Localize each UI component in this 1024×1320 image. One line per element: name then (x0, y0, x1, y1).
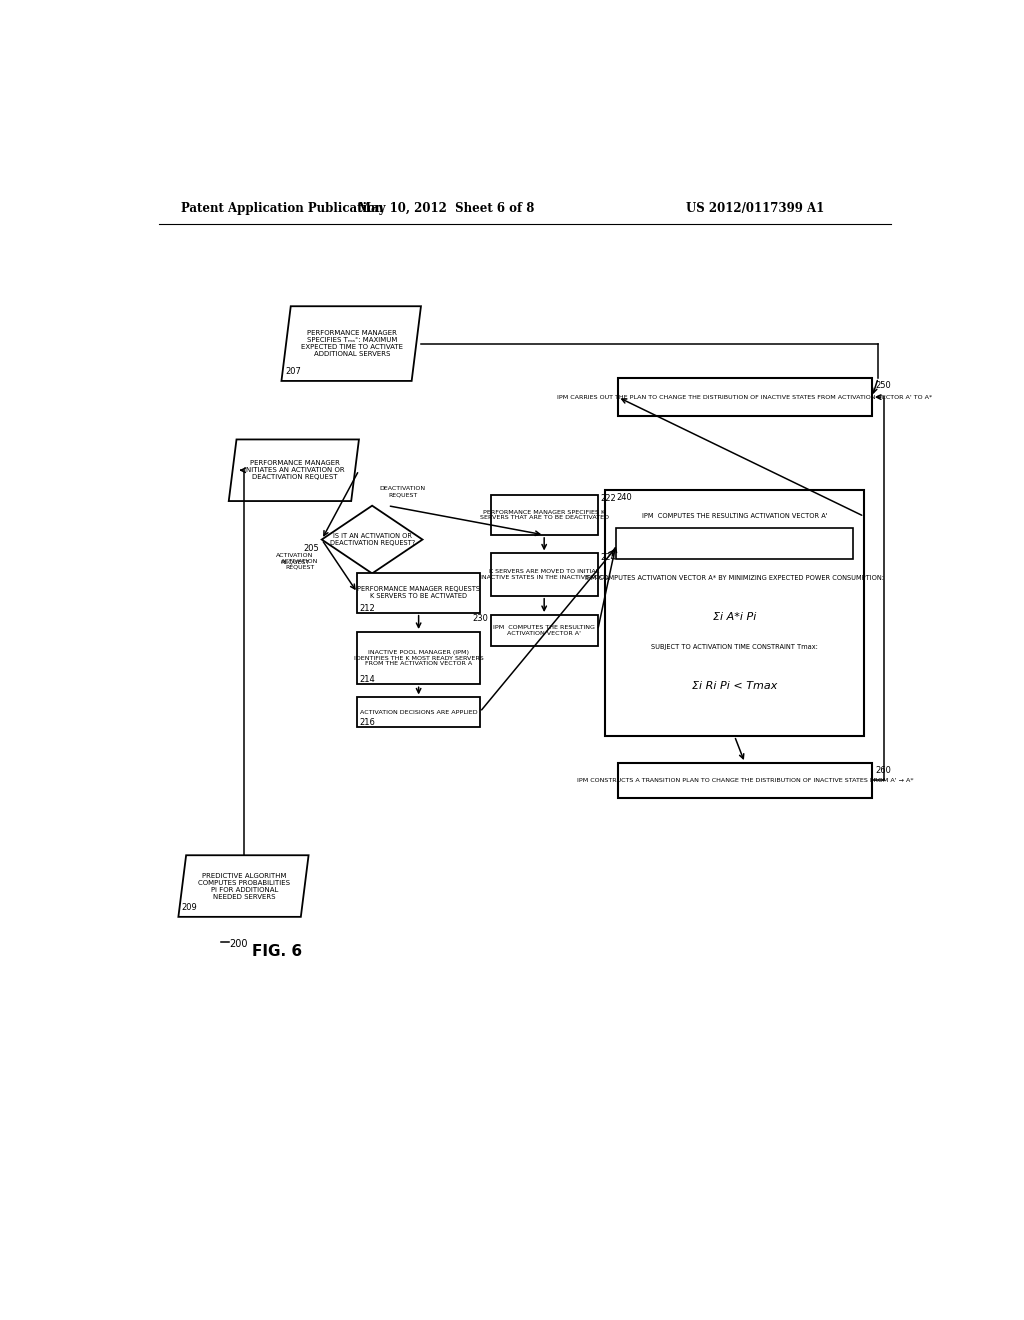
Text: ACTIVATION DECISIONS ARE APPLIED: ACTIVATION DECISIONS ARE APPLIED (359, 710, 477, 714)
Text: FIG. 6: FIG. 6 (252, 944, 302, 960)
Bar (617, 763, 872, 797)
Text: PERFORMANCE MANAGER SPECIFIES K
SERVERS THAT ARE TO BE DEACTIVATED: PERFORMANCE MANAGER SPECIFIES K SERVERS … (479, 510, 608, 520)
Bar (604, 490, 864, 737)
Text: SUBJECT TO ACTIVATION TIME CONSTRAINT Tmax:: SUBJECT TO ACTIVATION TIME CONSTRAINT Tm… (651, 644, 818, 651)
Text: PERFORMANCE MANAGER
SPECIFIES Tₘₐˣ: MAXIMUM
EXPECTED TIME TO ACTIVATE
ADDITIONAL: PERFORMANCE MANAGER SPECIFIES Tₘₐˣ: MAXI… (301, 330, 403, 358)
Text: 214: 214 (359, 676, 375, 684)
Bar (616, 528, 853, 558)
Bar (490, 615, 598, 645)
Text: May 10, 2012  Sheet 6 of 8: May 10, 2012 Sheet 6 of 8 (357, 202, 534, 215)
Text: 207: 207 (286, 367, 301, 376)
Text: 205: 205 (304, 544, 319, 553)
Text: IPM  COMPUTES THE RESULTING
ACTIVATION VECTOR A': IPM COMPUTES THE RESULTING ACTIVATION VE… (494, 624, 595, 636)
Text: IPM CARRIES OUT THE PLAN TO CHANGE THE DISTRIBUTION OF INACTIVE STATES FROM ACTI: IPM CARRIES OUT THE PLAN TO CHANGE THE D… (557, 395, 933, 400)
Bar (357, 632, 480, 684)
Text: ACTIVATION
REQUEST: ACTIVATION REQUEST (282, 558, 318, 570)
Text: Patent Application Publication: Patent Application Publication (180, 202, 383, 215)
Text: PREDICTIVE ALGORITHM
COMPUTES PROBABILITIES
Pi FOR ADDITIONAL
NEEDED SERVERS: PREDICTIVE ALGORITHM COMPUTES PROBABILIT… (199, 873, 290, 899)
Text: 222: 222 (600, 494, 615, 503)
Bar (490, 553, 598, 595)
Text: 200: 200 (228, 939, 247, 949)
Text: 230: 230 (472, 614, 488, 623)
Text: 260: 260 (876, 766, 891, 775)
Polygon shape (282, 306, 421, 381)
Text: 216: 216 (359, 718, 375, 726)
Polygon shape (322, 506, 423, 573)
Text: Σi A*i Pi: Σi A*i Pi (713, 611, 756, 622)
Text: IPM COMPUTES ACTIVATION VECTOR A* BY MINIMIZING EXPECTED POWER CONSUMPTION:: IPM COMPUTES ACTIVATION VECTOR A* BY MIN… (585, 576, 884, 581)
Text: DEACTIVATION
REQUEST: DEACTIVATION REQUEST (380, 486, 426, 498)
Bar (490, 495, 598, 535)
Text: K SERVERS ARE MOVED TO INITIAL
INACTIVE STATES IN THE INACTIVE POOL: K SERVERS ARE MOVED TO INITIAL INACTIVE … (480, 569, 608, 579)
Polygon shape (228, 440, 359, 502)
Bar (617, 378, 872, 416)
Text: PERFORMANCE MANAGER REQUESTS
K SERVERS TO BE ACTIVATED: PERFORMANCE MANAGER REQUESTS K SERVERS T… (357, 586, 480, 599)
Text: 224: 224 (600, 553, 615, 562)
Bar (357, 573, 480, 612)
Polygon shape (178, 855, 308, 917)
Text: INACTIVE POOL MANAGER (IPM)
IDENTIFIES THE K MOST READY SERVERS
FROM THE ACTIVAT: INACTIVE POOL MANAGER (IPM) IDENTIFIES T… (353, 649, 483, 667)
Text: PERFORMANCE MANAGER
INITIATES AN ACTIVATION OR
DEACTIVATION REQUEST: PERFORMANCE MANAGER INITIATES AN ACTIVAT… (245, 461, 345, 480)
Text: Σi Ri Pi < Tmax: Σi Ri Pi < Tmax (692, 681, 777, 690)
Text: ACTIVATION
REQUEST: ACTIVATION REQUEST (275, 553, 313, 564)
Text: IPM CONSTRUCTS A TRANSITION PLAN TO CHANGE THE DISTRIBUTION OF INACTIVE STATES F: IPM CONSTRUCTS A TRANSITION PLAN TO CHAN… (577, 777, 913, 783)
Text: IPM  COMPUTES THE RESULTING ACTIVATION VECTOR A': IPM COMPUTES THE RESULTING ACTIVATION VE… (642, 513, 827, 520)
Text: 250: 250 (876, 381, 891, 389)
Text: 240: 240 (616, 492, 632, 502)
Text: 212: 212 (359, 603, 375, 612)
Text: 209: 209 (181, 903, 198, 912)
Text: US 2012/0117399 A1: US 2012/0117399 A1 (686, 202, 824, 215)
Text: IS IT AN ACTIVATION OR
DEACTIVATION REQUEST?: IS IT AN ACTIVATION OR DEACTIVATION REQU… (330, 533, 415, 546)
Bar (357, 697, 480, 726)
